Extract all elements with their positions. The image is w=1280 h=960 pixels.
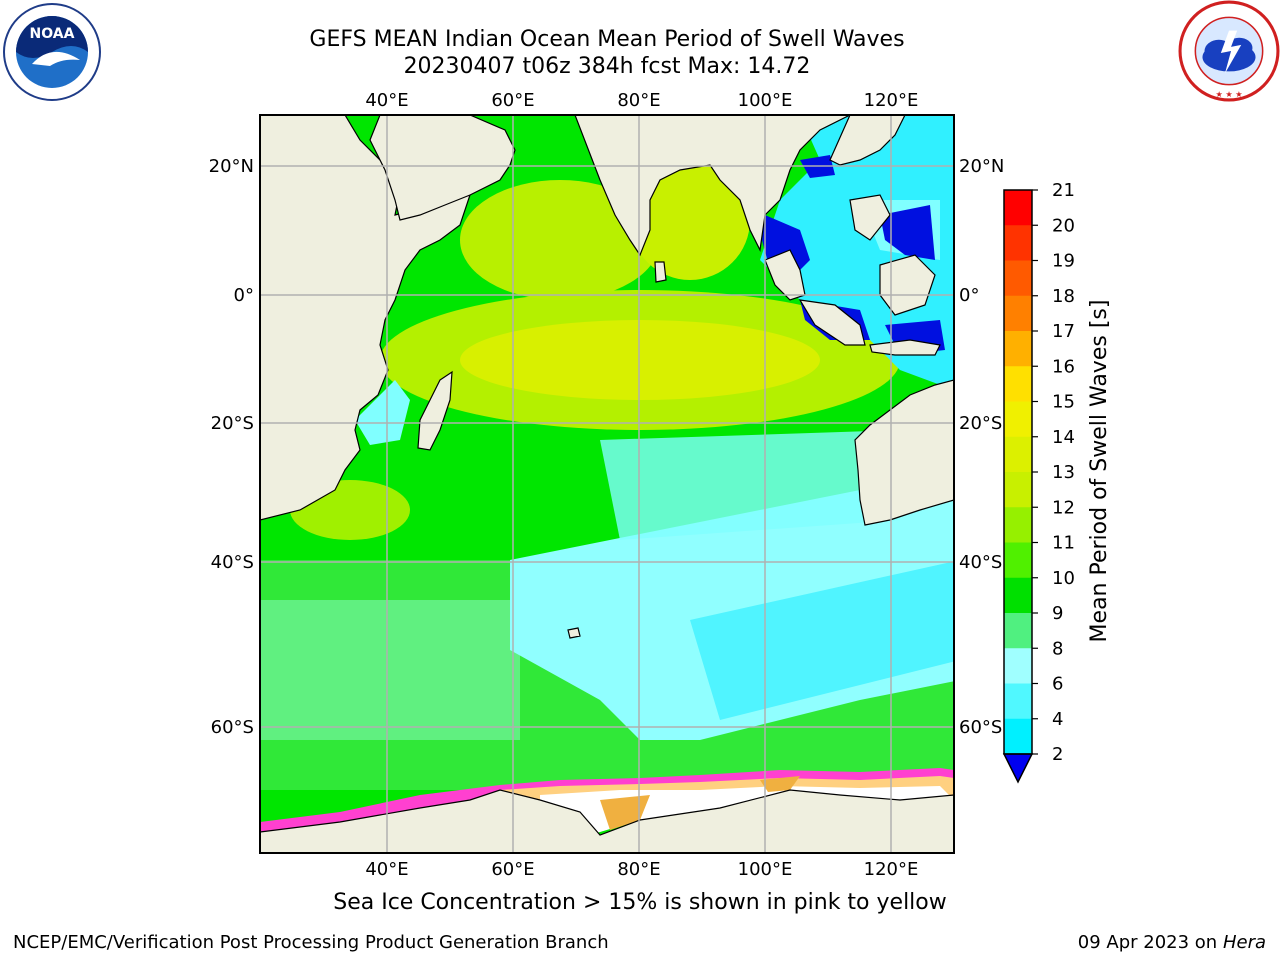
colorbar-tick-label: 16 (1052, 356, 1075, 377)
noaa-logo-text: NOAA (30, 26, 75, 42)
colorbar-segment (1004, 366, 1032, 402)
top-lon-label: 100°E (738, 90, 793, 111)
colorbar-tick-label: 19 (1052, 251, 1075, 272)
left-lat-label: 60°S (211, 717, 254, 738)
colorbar-tick-label: 21 (1052, 180, 1075, 201)
colorbar-segment (1004, 436, 1032, 473)
colorbar-segment (1004, 577, 1032, 614)
left-lat-labels: 20°N 0° 20°S 40°S 60°S (209, 156, 254, 738)
colorbar-segment (1004, 648, 1032, 684)
left-lat-label: 40°S (211, 552, 254, 573)
top-lon-labels: 40°E 60°E 80°E 100°E 120°E (365, 90, 918, 111)
colorbar-segment (1004, 718, 1032, 755)
sea-ice-footnote: Sea Ice Concentration > 15% is shown in … (333, 890, 947, 915)
colorbar-tick-label: 4 (1052, 709, 1063, 730)
right-lat-label: 60°S (959, 717, 1002, 738)
top-lon-label: 60°E (491, 90, 534, 111)
left-lat-label: 20°S (211, 413, 254, 434)
colorbar-under-arrow (1002, 753, 1034, 784)
right-lat-label: 40°S (959, 552, 1002, 573)
right-lat-label: 0° (959, 285, 979, 306)
colorbar-tick-label: 18 (1052, 286, 1075, 307)
nws-logo-icon: ★ ★ ★ (1178, 0, 1280, 102)
colorbar: 21 20 19 18 17 16 15 14 13 12 11 10 9 8 6 4 2 (1002, 180, 1075, 784)
colorbar-tick-label: 17 (1052, 321, 1075, 342)
top-lon-label: 40°E (365, 90, 408, 111)
colorbar-tick-label: 2 (1052, 744, 1063, 765)
colorbar-segment (1004, 295, 1032, 332)
colorbar-tick-label: 14 (1052, 427, 1075, 448)
credit-branch: NCEP/EMC/Verification Post Processing Pr… (13, 932, 609, 953)
bottom-lon-labels: 40°E 60°E 80°E 100°E 120°E (365, 859, 918, 880)
colorbar-tick-label: 9 (1052, 603, 1063, 624)
colorbar-segment (1004, 542, 1032, 579)
colorbar-segment (1004, 613, 1032, 649)
colorbar-tick-label: 15 (1052, 392, 1075, 413)
bottom-lon-label: 120°E (864, 859, 919, 880)
bottom-lon-label: 80°E (617, 859, 660, 880)
credit-host: Hera (1222, 932, 1266, 953)
credit-date: 09 Apr 2023 on Hera (1078, 932, 1266, 953)
colorbar-label: Mean Period of Swell Waves [s] (1087, 300, 1112, 643)
noaa-logo-icon: NOAA (3, 3, 101, 101)
top-lon-label: 80°E (617, 90, 660, 111)
chart-subtitle: 20230407 t06z 384h fcst Max: 14.72 (403, 54, 811, 79)
map-field (260, 115, 954, 853)
colorbar-tick-label: 6 (1052, 674, 1063, 695)
bottom-lon-label: 60°E (491, 859, 534, 880)
bottom-lon-label: 100°E (738, 859, 793, 880)
right-lat-label: 20°N (959, 156, 1004, 177)
right-lat-labels: 20°N 0° 20°S 40°S 60°S (959, 156, 1004, 738)
colorbar-tick-label: 10 (1052, 568, 1075, 589)
colorbar-segment (1004, 331, 1032, 367)
chart-title: GEFS MEAN Indian Ocean Mean Period of Sw… (309, 27, 905, 52)
colorbar-segment (1004, 260, 1032, 297)
credit-date-text: 09 Apr 2023 on (1077, 932, 1223, 953)
graticule (260, 115, 954, 853)
colorbar-segment (1004, 507, 1032, 543)
svg-text:★ ★ ★: ★ ★ ★ (1215, 89, 1242, 99)
colorbar-tick-label: 8 (1052, 638, 1063, 659)
colorbar-segment (1004, 190, 1032, 226)
landmass (260, 115, 954, 853)
colorbar-tick-label: 13 (1052, 462, 1075, 483)
top-lon-label: 120°E (864, 90, 919, 111)
colorbar-segment (1004, 683, 1032, 720)
left-lat-label: 0° (234, 285, 254, 306)
bottom-lon-label: 40°E (365, 859, 408, 880)
colorbar-segment (1004, 472, 1032, 508)
left-lat-label: 20°N (209, 156, 254, 177)
colorbar-tick-label: 12 (1052, 497, 1075, 518)
colorbar-segment (1004, 225, 1032, 261)
colorbar-tick-label: 20 (1052, 215, 1075, 236)
colorbar-tick-label: 11 (1052, 533, 1075, 554)
colorbar-segment (1004, 401, 1032, 438)
right-lat-label: 20°S (959, 413, 1002, 434)
map-frame (259, 114, 955, 854)
